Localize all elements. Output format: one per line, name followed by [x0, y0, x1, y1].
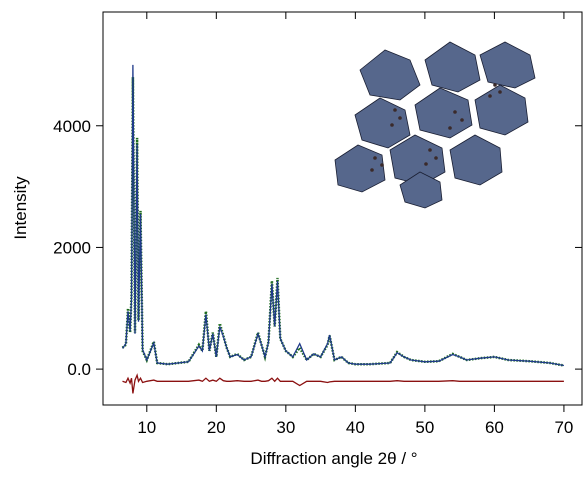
x-tick-label: 60 — [485, 418, 504, 437]
series-line — [121, 64, 565, 367]
y-axis-label: Intensity — [11, 176, 30, 240]
x-axis-label: Diffraction angle 2θ / ° — [250, 449, 417, 468]
series-line — [122, 373, 564, 394]
x-tick-label: 40 — [346, 418, 365, 437]
y-tick-label: 0.0 — [67, 360, 91, 379]
y-tick-label: 4000 — [53, 117, 91, 136]
x-tick-label: 20 — [207, 418, 226, 437]
structure-inset — [334, 41, 536, 209]
y-tick-label: 2000 — [53, 238, 91, 257]
plot-frame — [102, 11, 583, 406]
inset-atoms — [370, 83, 502, 172]
x-tick-label: 30 — [276, 418, 295, 437]
x-tick-label: 10 — [137, 418, 156, 437]
x-tick-label: 50 — [415, 418, 434, 437]
x-tick-label: 70 — [554, 418, 573, 437]
